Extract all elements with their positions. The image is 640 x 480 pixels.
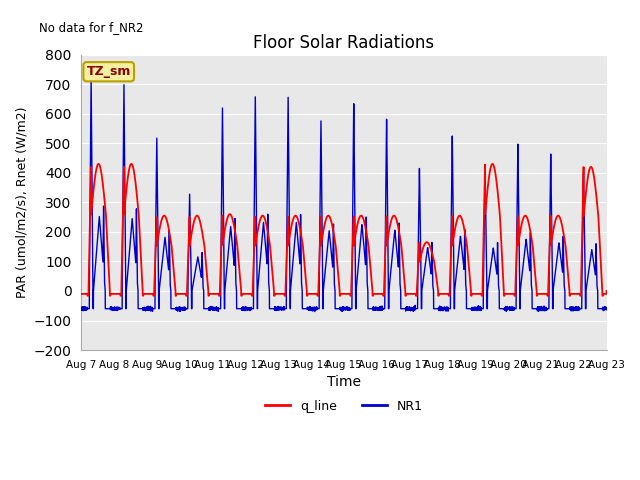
Text: TZ_sm: TZ_sm xyxy=(86,65,131,78)
X-axis label: Time: Time xyxy=(327,375,361,389)
Text: No data for f_NR2: No data for f_NR2 xyxy=(39,21,144,34)
Y-axis label: PAR (umol/m2/s), Rnet (W/m2): PAR (umol/m2/s), Rnet (W/m2) xyxy=(15,107,28,298)
Title: Floor Solar Radiations: Floor Solar Radiations xyxy=(253,34,435,52)
Legend: q_line, NR1: q_line, NR1 xyxy=(260,395,428,418)
